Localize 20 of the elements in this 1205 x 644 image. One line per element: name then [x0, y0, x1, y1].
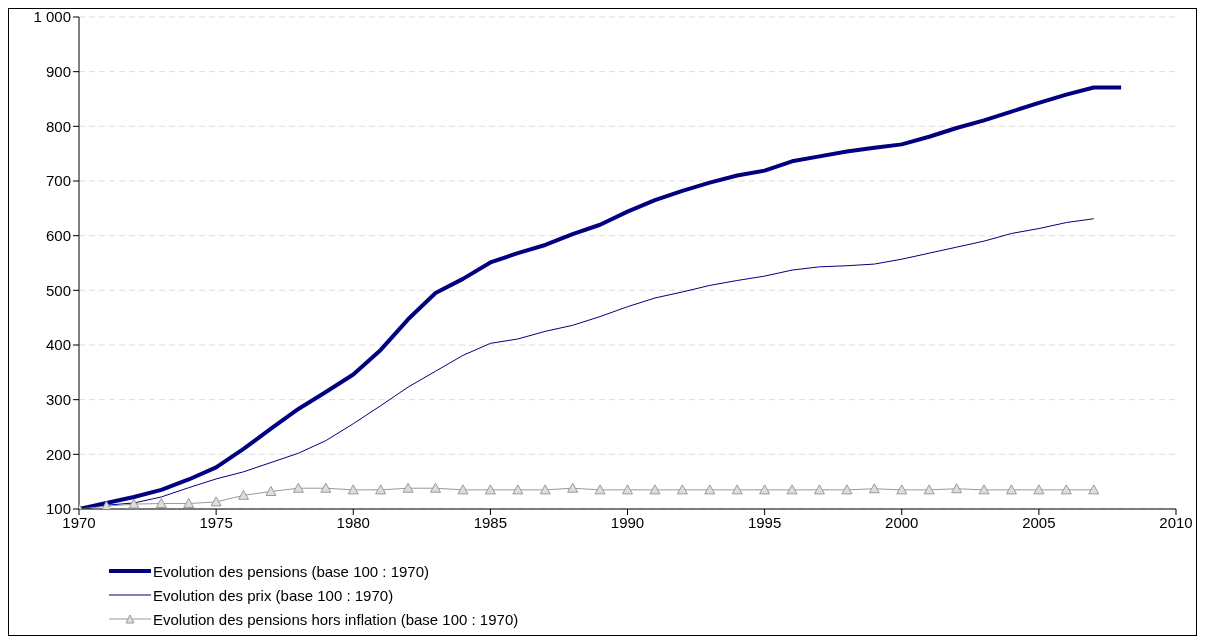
x-tick-label: 1980	[336, 513, 370, 531]
x-tick-label: 1990	[610, 513, 645, 531]
y-tick-label: 700	[45, 172, 71, 190]
y-tick-label: 200	[45, 445, 71, 463]
legend-label: Evolution des pensions (base 100 : 1970)	[153, 562, 430, 580]
x-tick-label: 1985	[473, 513, 508, 531]
x-tick-label: 2000	[885, 513, 919, 531]
legend-label: Evolution des pensions hors inflation (base 100 : 1970)	[153, 610, 519, 628]
y-tick-label: 800	[45, 117, 71, 135]
x-tick-label: 1975	[199, 513, 233, 531]
y-tick-label: 400	[45, 336, 71, 354]
x-tick-label: 1995	[747, 513, 782, 531]
y-tick-label: 1 000	[33, 8, 71, 26]
y-tick-label: 300	[45, 390, 71, 408]
y-tick-label: 600	[45, 226, 71, 244]
x-tick-label: 2010	[1159, 513, 1193, 531]
x-tick-label: 2005	[1022, 513, 1056, 531]
legend-label: Evolution des prix (base 100 : 1970)	[153, 586, 394, 604]
y-tick-label: 900	[45, 62, 71, 80]
y-tick-label: 500	[45, 281, 71, 299]
